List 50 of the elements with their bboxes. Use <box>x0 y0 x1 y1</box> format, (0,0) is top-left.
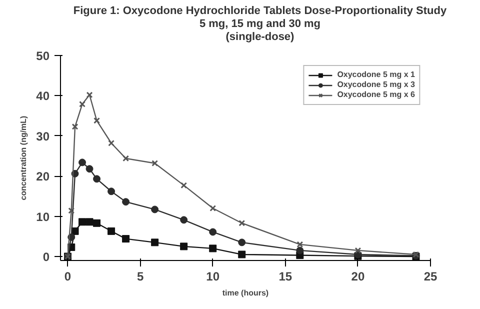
point <box>94 116 100 124</box>
point <box>68 206 75 214</box>
point <box>93 218 101 226</box>
x-tick-label: 10 <box>206 269 220 284</box>
x-tick-label: 0 <box>64 269 72 284</box>
legend-label: Oxycodone 5 mg x 1 <box>337 70 415 80</box>
point <box>86 218 94 226</box>
x-tick-label: 20 <box>351 269 365 284</box>
point <box>209 244 217 252</box>
x-tick-label: 5 <box>136 269 144 284</box>
legend-label: Oxycodone 5 mg x 6 <box>337 90 415 100</box>
point <box>152 160 158 166</box>
y-tick-label: 50 <box>36 48 50 63</box>
point <box>180 242 188 250</box>
point <box>72 122 78 130</box>
y-tick-label: 20 <box>36 169 50 184</box>
y-tick-label: 10 <box>36 209 50 224</box>
point <box>122 154 130 162</box>
point <box>93 174 101 182</box>
point <box>209 228 217 236</box>
point <box>151 205 159 213</box>
point <box>122 198 130 206</box>
point <box>180 216 188 224</box>
legend-label: Oxycodone 5 mg x 3 <box>337 80 415 90</box>
x-tick-label: 15 <box>278 269 292 284</box>
x-axis-title: time (hours) <box>222 288 269 298</box>
point <box>210 204 216 212</box>
point <box>122 234 130 242</box>
x-tick-label: 25 <box>424 269 438 284</box>
point <box>86 91 93 98</box>
y-tick-label: 30 <box>36 128 50 143</box>
point <box>354 246 362 254</box>
point <box>108 187 116 195</box>
point <box>79 100 86 107</box>
point <box>78 158 86 166</box>
point <box>151 238 159 246</box>
point <box>238 219 246 226</box>
y-tick-label: 40 <box>36 88 50 103</box>
chart-title: Figure 1: Oxycodone Hydrochloride Tablets Dose-Proportionality Study 5 mg, 15 mg and 30 mg (single-dose) <box>73 5 447 45</box>
y-axis-title: concentration (ng/mL) <box>19 115 28 200</box>
point <box>108 226 116 234</box>
point <box>180 182 188 188</box>
point <box>78 218 86 226</box>
y-tick-label: 0 <box>42 250 50 264</box>
point <box>86 164 94 172</box>
point <box>296 240 304 248</box>
point <box>238 250 246 258</box>
point <box>238 238 246 246</box>
point <box>296 246 304 254</box>
point <box>108 139 115 146</box>
